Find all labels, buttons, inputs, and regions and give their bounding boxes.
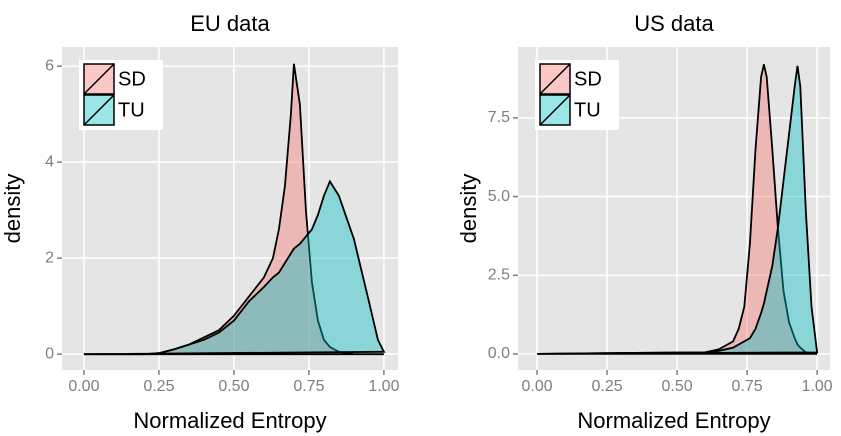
- x-axis-label: Normalized Entropy: [577, 408, 770, 433]
- y-axis-label: density: [456, 174, 481, 244]
- x-tick-label: 0.75: [732, 378, 763, 395]
- y-tick-label: 6: [45, 57, 54, 74]
- y-axis-label: density: [0, 174, 25, 244]
- density-area: [536, 65, 819, 355]
- y-tick-label: 0: [45, 345, 54, 362]
- x-tick-label: 0.00: [521, 378, 552, 395]
- chart-title: US data: [634, 11, 714, 36]
- density-area: [83, 179, 386, 356]
- legend-label: TU: [574, 99, 601, 121]
- y-tick-label: 2: [45, 249, 54, 266]
- density-area: [536, 64, 818, 355]
- chart-title: EU data: [190, 11, 270, 36]
- y-tick-label: 5.0: [488, 188, 510, 205]
- x-tick-label: 0.50: [218, 378, 249, 395]
- y-tick-label: 4: [45, 153, 54, 170]
- x-tick-label: 0.25: [591, 378, 622, 395]
- x-axis-label: Normalized Entropy: [133, 408, 326, 433]
- legend-label: SD: [118, 68, 146, 90]
- y-tick-label: 0.0: [488, 345, 510, 362]
- y-tick-label: 2.5: [488, 266, 510, 283]
- x-tick-label: 1.00: [802, 378, 833, 395]
- legend-key-slash: [539, 63, 571, 95]
- legend-key-slash: [83, 94, 115, 126]
- legend-key-slash: [83, 63, 115, 95]
- x-tick-label: 0.50: [662, 378, 693, 395]
- x-tick-label: 0.25: [143, 378, 174, 395]
- y-tick-label: 7.5: [488, 109, 510, 126]
- legend-label: TU: [118, 99, 145, 121]
- x-tick-label: 0.00: [68, 378, 99, 395]
- x-tick-label: 0.75: [293, 378, 324, 395]
- legend-label: SD: [574, 68, 602, 90]
- x-tick-label: 1.00: [368, 378, 399, 395]
- legend-key-slash: [539, 94, 571, 126]
